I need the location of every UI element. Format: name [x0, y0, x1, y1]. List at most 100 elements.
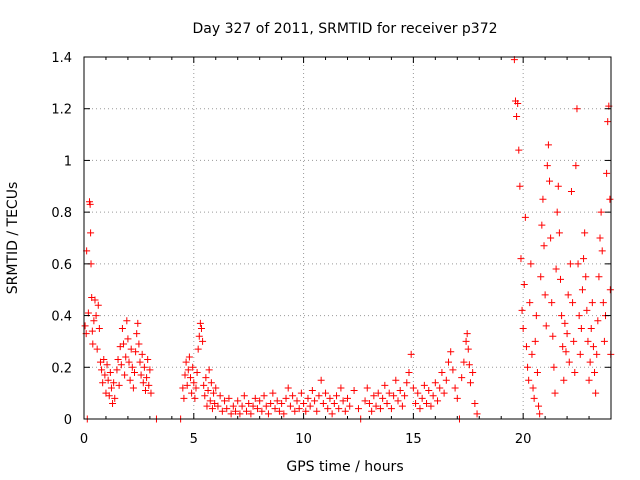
data-point	[81, 322, 89, 330]
data-point	[335, 405, 343, 413]
data-point	[531, 337, 539, 345]
data-point	[551, 389, 559, 397]
data-point	[140, 363, 148, 371]
data-point	[275, 407, 283, 415]
data-point	[527, 260, 535, 268]
data-point	[93, 345, 101, 353]
data-point	[232, 407, 240, 415]
data-point	[537, 273, 545, 281]
data-point	[195, 332, 203, 340]
data-point	[223, 405, 231, 413]
data-point	[337, 384, 345, 392]
data-point	[522, 343, 530, 351]
data-point	[95, 325, 103, 332]
data-point	[586, 358, 594, 366]
y-tick-label: 0.2	[51, 361, 72, 376]
data-point	[591, 368, 599, 376]
data-point	[328, 410, 336, 418]
data-point	[282, 394, 290, 402]
data-point	[317, 376, 325, 384]
data-point	[311, 397, 319, 405]
data-point	[438, 368, 446, 376]
data-point	[138, 350, 146, 358]
data-point	[182, 358, 190, 366]
data-point	[460, 358, 468, 366]
data-point	[111, 394, 119, 402]
data-point	[594, 317, 602, 325]
data-point	[524, 363, 532, 371]
data-point	[520, 281, 528, 289]
data-point	[208, 405, 216, 413]
data-point	[572, 162, 580, 170]
data-point	[204, 387, 212, 395]
data-point	[374, 389, 382, 397]
data-point	[515, 146, 523, 154]
data-point	[604, 118, 612, 126]
data-point	[123, 317, 131, 325]
data-point	[87, 229, 95, 237]
data-point	[463, 330, 471, 338]
data-point	[606, 286, 614, 294]
data-point	[201, 392, 209, 400]
data-point	[538, 221, 546, 229]
data-point	[513, 112, 521, 120]
data-point	[115, 381, 123, 389]
data-point	[245, 399, 253, 407]
data-point	[540, 242, 548, 250]
data-point	[403, 379, 411, 387]
data-point	[109, 399, 117, 407]
data-point	[229, 402, 237, 410]
data-point	[135, 340, 143, 348]
data-point	[361, 397, 369, 405]
data-point	[376, 405, 384, 413]
data-point	[394, 397, 402, 405]
data-point	[372, 402, 380, 410]
data-point	[306, 402, 314, 410]
data-point	[240, 392, 248, 400]
data-point	[144, 356, 152, 364]
data-point	[247, 410, 255, 418]
data-point	[599, 299, 607, 307]
data-point	[405, 368, 413, 376]
data-point	[574, 260, 582, 268]
data-point	[564, 291, 572, 299]
data-point	[429, 392, 437, 400]
data-point	[449, 366, 457, 374]
data-point	[186, 374, 194, 382]
data-point	[339, 397, 347, 405]
data-point	[555, 229, 563, 237]
data-point	[563, 330, 571, 338]
data-point	[212, 384, 220, 392]
data-point	[199, 337, 207, 345]
data-point	[278, 399, 286, 407]
data-point	[191, 394, 199, 402]
data-point	[136, 358, 144, 366]
data-point	[552, 265, 560, 273]
data-point	[147, 389, 155, 397]
data-point	[453, 394, 461, 402]
data-point	[597, 208, 605, 216]
data-point	[203, 402, 211, 410]
data-point	[536, 410, 544, 418]
y-tick-label: 1.2	[51, 103, 72, 118]
data-point	[114, 356, 122, 364]
data-point	[293, 397, 301, 405]
data-point	[567, 187, 575, 195]
plot-frame	[83, 56, 612, 420]
data-point	[570, 337, 578, 345]
y-axis-label: SRMTID / TECUs	[5, 182, 21, 295]
data-point	[94, 301, 102, 309]
data-point	[458, 374, 466, 382]
data-point	[471, 399, 479, 407]
data-point	[445, 358, 453, 366]
data-point	[577, 325, 585, 332]
y-tick-label: 1	[64, 154, 72, 169]
data-point	[86, 200, 94, 208]
data-point	[313, 407, 321, 415]
data-point	[573, 105, 581, 113]
data-point	[183, 381, 191, 389]
data-point	[532, 312, 540, 320]
data-point	[569, 299, 577, 307]
data-point	[308, 387, 316, 395]
data-point	[407, 350, 415, 358]
